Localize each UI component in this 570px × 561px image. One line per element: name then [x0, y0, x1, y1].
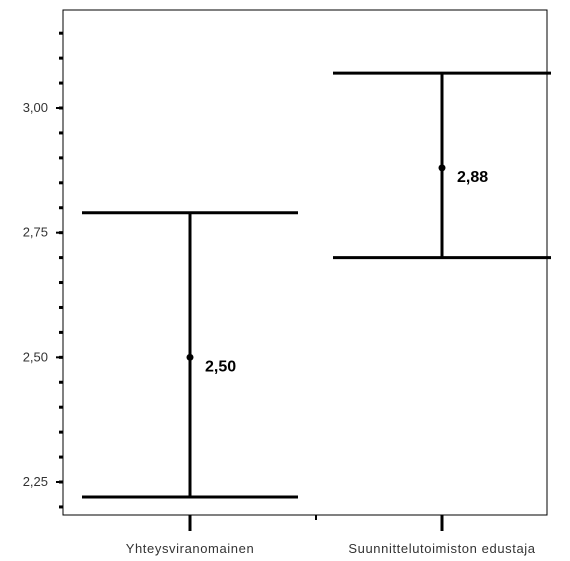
- error-bars: 2,50 2,88: [82, 71, 551, 499]
- y-tick-label: 3,00: [23, 100, 48, 115]
- y-tick-label: 2,75: [23, 225, 48, 240]
- x-category-label: Yhteysviranomainen: [126, 541, 255, 556]
- y-tick-label: 2,50: [23, 349, 48, 364]
- x-category-label: Suunnittelutoimiston edustaja: [348, 541, 535, 556]
- y-minor-ticks: [59, 31, 63, 509]
- y-tick-label: 2,25: [23, 474, 48, 489]
- plot-frame: [62, 9, 548, 516]
- mean-marker: [438, 164, 446, 172]
- y-major-ticks: [56, 107, 63, 483]
- mean-marker: [186, 353, 194, 361]
- y-tick-labels: 2,25 2,50 2,75 3,00: [23, 100, 48, 489]
- mean-data-label: 2,88: [457, 169, 488, 186]
- x-ticks: [188, 515, 444, 531]
- x-category-labels: Yhteysviranomainen Suunnittelutoimiston e…: [126, 541, 535, 556]
- mean-data-label: 2,50: [205, 358, 236, 375]
